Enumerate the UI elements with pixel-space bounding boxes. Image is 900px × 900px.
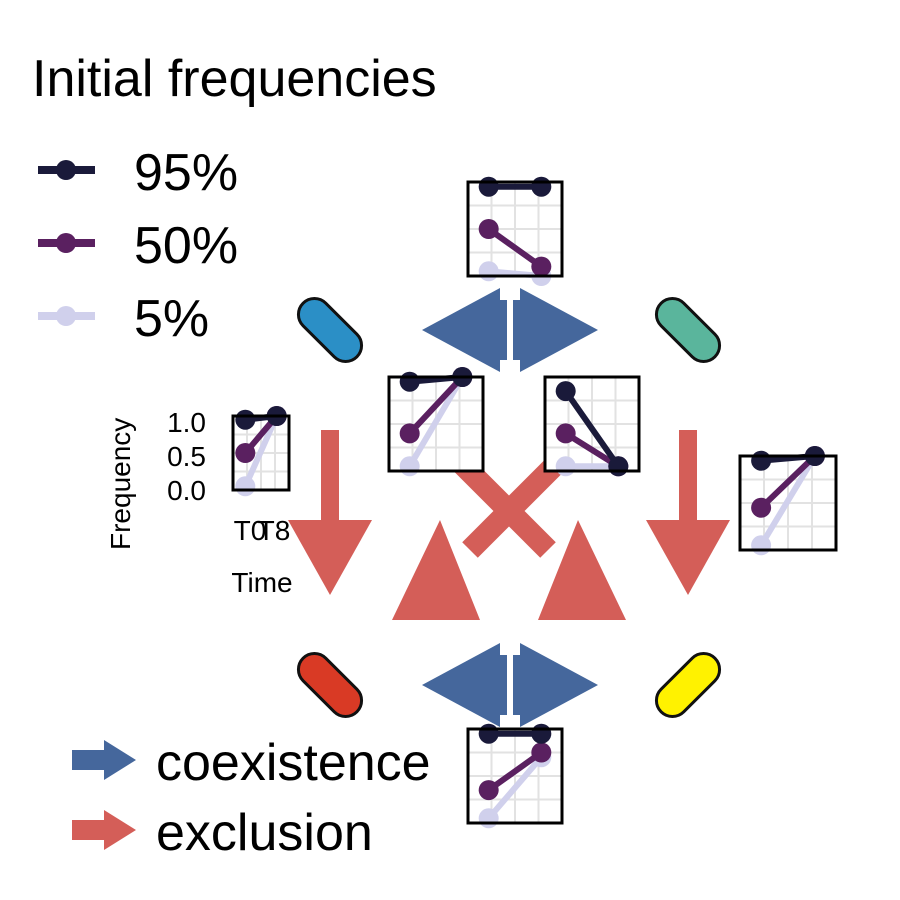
series-point [478, 261, 499, 282]
legend-item-50: 50% [38, 217, 238, 275]
series-line [486, 755, 544, 821]
inset-mid-right [543, 375, 641, 477]
inset-plots [231, 176, 838, 829]
inset-mid-left [387, 367, 485, 477]
legend-dot-50 [56, 233, 76, 253]
inset-bottom-frame [466, 727, 564, 825]
inset-bottom [466, 723, 564, 829]
series-point [531, 176, 552, 197]
x-tick-t8: T8 [258, 515, 291, 546]
exclusion-arrow-right-down [646, 430, 730, 595]
inset-mid-right-frame [543, 375, 641, 473]
species-blue-pill [296, 296, 364, 364]
inset-top-frame [466, 180, 564, 278]
inset-axis-left-frame [231, 414, 291, 492]
series-line [564, 430, 620, 469]
series-point [751, 535, 772, 556]
y-axis-label: Frequency [105, 418, 136, 550]
species-red-pill [296, 651, 364, 719]
series-point [235, 443, 256, 463]
inset-right-frame [738, 454, 838, 552]
legend-dot-95 [56, 160, 76, 180]
inset-top [466, 176, 564, 286]
legend-label-95: 95% [134, 144, 238, 202]
legend-item-5: 5% [38, 290, 209, 348]
series-line [407, 374, 465, 436]
series-point [478, 780, 499, 801]
legend-exclusion-label: exclusion [156, 804, 373, 862]
series-line [242, 414, 280, 488]
series-point [555, 381, 576, 402]
series-point [555, 456, 576, 477]
legend-label-50: 50% [134, 217, 238, 275]
series-line [486, 226, 544, 270]
series-point [751, 497, 772, 518]
legend-coexistence: coexistence [72, 734, 431, 792]
series-point [478, 808, 499, 829]
exclusion-arrow-left-down [288, 430, 372, 595]
series-point [478, 176, 499, 197]
coexistence-arrow-top [422, 288, 598, 372]
species-yellow-pill [654, 651, 722, 719]
x-tick-t0: T0 [234, 515, 267, 546]
series-point [608, 456, 629, 477]
series-point [531, 256, 552, 277]
y-tick-1: 1.0 [167, 407, 206, 438]
series-line [407, 375, 465, 468]
series-point [399, 423, 420, 444]
coexistence-arrow-bottom [422, 643, 598, 727]
series-point [399, 456, 420, 477]
series-line [759, 453, 817, 510]
series-point [531, 723, 552, 744]
series-line [486, 750, 544, 793]
legend-dot-5 [56, 306, 76, 326]
series-line [758, 454, 818, 547]
inset-axis-left [231, 406, 291, 497]
x-axis-label: Time [231, 567, 292, 598]
legend-title: Initial frequencies [32, 50, 437, 108]
legend-exclusion: exclusion [72, 804, 373, 862]
series-line [563, 389, 621, 469]
series-point [235, 409, 256, 430]
series-point [235, 476, 256, 497]
legend-label-5: 5% [134, 290, 209, 348]
y-tick-0: 0.0 [167, 475, 206, 506]
exclusion-arrowhead-right [538, 520, 626, 620]
series-point [399, 371, 420, 392]
exclusion-arrows [288, 422, 730, 620]
y-tick-05: 0.5 [167, 441, 206, 472]
series-point [478, 219, 499, 239]
legend-item-95: 95% [38, 144, 238, 202]
series-point [555, 423, 576, 444]
species-teal-pill [654, 296, 722, 364]
inset-right [738, 446, 838, 556]
inset-mid-left-frame [387, 375, 485, 473]
exclusion-arrowhead-left [392, 520, 480, 620]
legend-coexistence-label: coexistence [156, 734, 431, 792]
series-point [531, 742, 552, 763]
series-point [751, 450, 772, 471]
series-point [478, 723, 499, 744]
